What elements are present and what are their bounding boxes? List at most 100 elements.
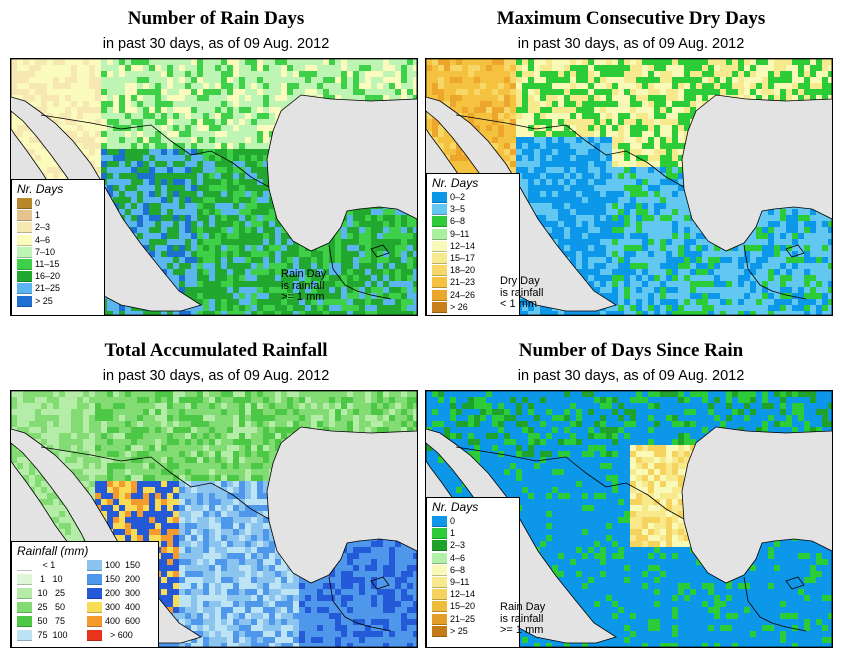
note-line: is rainfall (500, 286, 544, 299)
legend-label: > 25 (450, 625, 468, 636)
coastline (11, 391, 417, 647)
legend-swatch (17, 198, 32, 209)
legend-entry: 9–11 (427, 228, 497, 240)
legend-label: 21–23 (450, 277, 476, 288)
legend-label: 6–8 (450, 564, 466, 575)
coastline (785, 244, 805, 258)
legend-label: 100 150 (105, 560, 141, 570)
legend-label: 6–8 (450, 216, 466, 227)
legend-label: 15–20 (450, 601, 476, 612)
us-mexico-border (40, 446, 270, 520)
legend-swatch (87, 630, 102, 641)
note-line: Rain Day (500, 601, 546, 613)
legend-label: 15–17 (450, 253, 476, 263)
legend-swatch (432, 625, 447, 637)
legend-label: 2–3 (450, 540, 466, 551)
legend-entry: 3–5 (427, 204, 497, 216)
legend-label: 21–25 (35, 283, 61, 294)
legend-label: 9–11 (450, 228, 470, 239)
legend-swatch (432, 552, 447, 564)
legend-label: 0–2 (450, 192, 466, 202)
legend-label: 2–3 (35, 222, 51, 233)
legend-label: 75 100 (35, 630, 68, 640)
panel-title: Total Accumulated Rainfall (104, 340, 328, 361)
us-mexico-border (455, 114, 685, 188)
legend-swatch (432, 277, 447, 289)
legend-entry: 16–20 (12, 271, 82, 283)
legend-swatch (432, 564, 447, 576)
legend-label: 3–5 (450, 204, 466, 215)
legend-swatch (432, 265, 447, 277)
legend-title: Nr. Days (17, 182, 64, 196)
legend-swatch (432, 516, 447, 527)
legend-label: 9–11 (450, 577, 470, 587)
legend-swatch (17, 283, 32, 295)
guatemala-belize-border (743, 576, 807, 632)
guatemala-belize-border (743, 244, 807, 300)
legend-label: 18–20 (450, 265, 476, 276)
legend-label: 200 300 (105, 588, 141, 598)
us-mexico-border (40, 114, 270, 188)
legend-entry: 11–15 (12, 259, 82, 270)
legend-label: > 26 (450, 301, 468, 312)
legend-label: 150 200 (105, 574, 141, 584)
legend-entry: 4–6 (427, 552, 497, 564)
us-mexico-border (455, 446, 685, 520)
legend-swatch (432, 240, 447, 252)
legend-swatch (432, 192, 447, 203)
legend: Nr. Days 0 1 2–3 4–6 7–10 11–15 16–20 21–25 > 25 (11, 179, 105, 315)
panel-title: Maximum Consecutive Dry Days (496, 8, 766, 29)
legend-swatch (17, 560, 32, 571)
legend-swatch (17, 259, 32, 270)
note-line: Rain Day (281, 268, 327, 280)
legend-swatch (432, 228, 447, 240)
legend-entry: 21–25 (427, 613, 497, 625)
legend: Rainfall (mm) < 1 1 10 10 25 25 50 50 75… (11, 541, 159, 647)
legend-entry: 21–25 (12, 283, 82, 295)
legend-swatch (432, 301, 447, 313)
legend-title: Nr. Days (432, 176, 479, 190)
legend-swatch (432, 589, 447, 601)
definition-note: Dry Day is rainfall < 1 mm (500, 275, 544, 311)
legend-entry: > 25 (12, 295, 82, 307)
legend-swatch (17, 210, 32, 222)
panel-title: Number of Days Since Rain (518, 340, 744, 361)
legend-swatch (17, 271, 32, 283)
legend-swatch (17, 602, 32, 613)
legend-entry: 2–3 (427, 540, 497, 552)
legend-title: Nr. Days (432, 500, 479, 514)
legend-swatch (87, 602, 102, 613)
legend-swatch (87, 588, 102, 599)
legend-entry: 400 600 (82, 616, 152, 627)
guatemala-belize-border (328, 244, 392, 300)
legend-entry: 1 10 (12, 574, 82, 585)
legend-label: 1 10 (35, 574, 63, 584)
legend-label: < 1 (35, 560, 56, 570)
legend-swatch (432, 601, 447, 613)
legend-swatch (17, 246, 32, 258)
note-line: is rainfall (281, 279, 325, 292)
panel-subtitle: in past 30 days, as of 09 Aug. 2012 (102, 36, 330, 52)
note-line: >= 1 mm (281, 291, 325, 303)
legend-swatch (17, 295, 32, 307)
definition-note: Rain Day is rainfall >= 1 mm (500, 601, 546, 637)
legend-label: 11–15 (35, 259, 60, 269)
panel-subtitle: in past 30 days, as of 09 Aug. 2012 (517, 368, 745, 384)
panel-subtitle: in past 30 days, as of 09 Aug. 2012 (517, 36, 745, 52)
legend-swatch (432, 216, 447, 228)
legend-label: 24–26 (450, 289, 476, 300)
coastline (370, 244, 390, 258)
legend-entry: > 600 (82, 630, 152, 641)
legend-label: 4–6 (35, 234, 51, 245)
legend-entry: 6–8 (427, 564, 497, 576)
definition-note: Rain Day is rainfall >= 1 mm (281, 268, 327, 304)
legend-entry: 6–8 (427, 216, 497, 228)
map-max-dry-days: Nr. Days 0–2 3–5 6–8 9–11 12–14 15–17 18–20 21–… (425, 58, 833, 316)
map-total-rainfall: Rainfall (mm) < 1 1 10 10 25 25 50 50 75… (10, 390, 418, 648)
legend-entry: 0 (12, 198, 82, 209)
legend-swatch (17, 234, 32, 246)
legend-label: 16–20 (35, 271, 61, 282)
legend-swatch (17, 574, 32, 585)
legend-swatch (17, 630, 32, 641)
legend-entry: 200 300 (82, 588, 152, 599)
